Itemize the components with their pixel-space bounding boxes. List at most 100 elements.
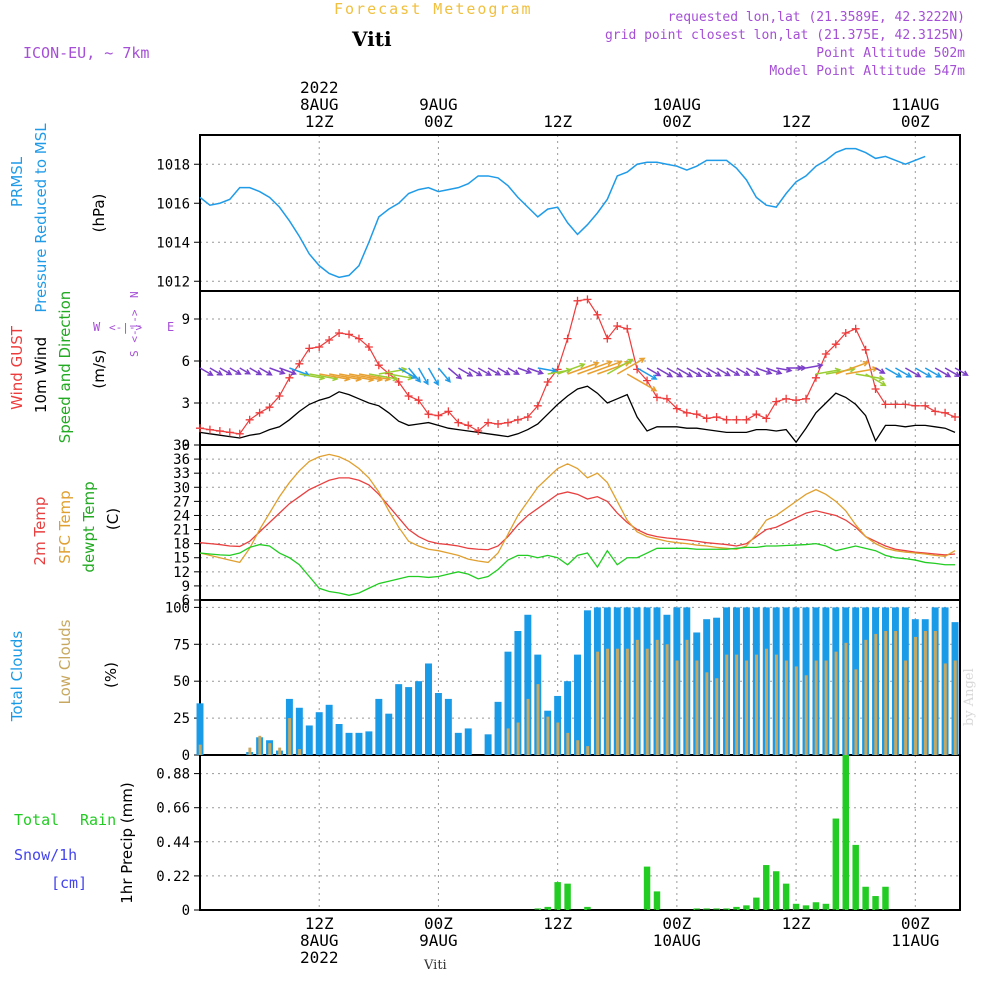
wind-arrow xyxy=(417,367,429,386)
low-cloud-bar xyxy=(715,678,719,755)
wind-arrow xyxy=(199,367,214,376)
gust-point xyxy=(782,394,791,403)
total-cloud-bar xyxy=(355,732,363,755)
low-cloud-bar xyxy=(645,648,649,755)
gust-point xyxy=(285,373,294,382)
gust-point xyxy=(345,330,354,339)
gust-markers xyxy=(196,295,960,438)
wind-arrow xyxy=(437,367,451,383)
wind-arrow xyxy=(865,373,887,387)
wind-arrow xyxy=(517,367,533,375)
ytick-label: 25 xyxy=(173,711,190,727)
label-percent: (%) xyxy=(102,662,120,688)
low-cloud-bar xyxy=(635,639,639,755)
gust-point xyxy=(762,414,771,423)
gust-point xyxy=(354,334,363,343)
gust-point xyxy=(623,324,632,333)
low-cloud-bar xyxy=(923,631,927,755)
gust-point xyxy=(225,428,234,437)
total-cloud-bar xyxy=(464,728,472,755)
wind-arrow xyxy=(626,373,658,392)
low-cloud-bar xyxy=(596,651,600,755)
wind-arrow xyxy=(696,367,713,377)
total-cloud-bar xyxy=(444,698,452,755)
label-prmsl: PRMSL xyxy=(8,156,26,207)
gust-point xyxy=(851,324,860,333)
pressure-line xyxy=(199,147,926,279)
rain-bar xyxy=(862,886,869,910)
gust-point xyxy=(414,396,423,405)
wind-arrow xyxy=(756,367,773,375)
low-cloud-bar xyxy=(586,746,590,755)
wind-arrow xyxy=(487,367,502,376)
low-cloud-bar xyxy=(943,663,947,755)
rain-bar xyxy=(584,906,591,910)
wind-arrow xyxy=(537,367,558,374)
panel-pressure: 1012 1014 1016 1018 xyxy=(156,134,961,292)
rain-bar xyxy=(544,906,551,910)
cloud-bars xyxy=(196,607,959,755)
time-label-bottom: 8AUG xyxy=(300,931,339,950)
wind-arrow xyxy=(904,367,922,378)
wind-arrow xyxy=(676,367,694,378)
low-cloud-bar xyxy=(526,698,530,755)
gust-point xyxy=(275,392,284,400)
ytick-label: 100 xyxy=(165,600,190,616)
low-cloud-bar xyxy=(735,654,739,755)
gust-point xyxy=(662,394,671,403)
total-cloud-bar xyxy=(365,731,373,755)
low-cloud-bar xyxy=(516,722,520,755)
ytick-label: 33 xyxy=(173,466,190,482)
gridpoint-coords: grid point closest lon,lat (21.375E, 42.… xyxy=(604,28,965,43)
time-label-top: 2022 xyxy=(300,78,339,97)
compass-s: S xyxy=(128,350,141,357)
label-gust: Wind GUST xyxy=(8,325,26,410)
total-cloud-bar xyxy=(315,712,323,755)
gust-point xyxy=(513,415,522,424)
model-altitude: Model Point Altitude 547m xyxy=(769,64,965,79)
low-cloud-bar xyxy=(566,732,570,755)
total-cloud-bar xyxy=(196,703,204,755)
low-cloud-bar xyxy=(625,648,629,755)
low-cloud-bar xyxy=(745,660,749,755)
wind-arrow xyxy=(944,367,961,377)
wind-arrow xyxy=(249,367,263,376)
wind-arrow xyxy=(606,358,634,375)
gust-point xyxy=(305,344,314,353)
label-c: (C) xyxy=(104,508,122,530)
ytick-label: 15 xyxy=(173,551,190,567)
low-cloud-bar xyxy=(655,639,659,755)
wind-arrow xyxy=(279,367,298,376)
legend-total: Total xyxy=(14,811,59,829)
low-cloud-bar xyxy=(755,654,759,755)
ytick-label: 1018 xyxy=(156,157,190,173)
compass-w: W xyxy=(93,320,101,334)
wind-arrow xyxy=(746,367,761,376)
low-cloud-bar xyxy=(933,631,937,755)
gust-point xyxy=(911,401,920,410)
footer-station: Viti xyxy=(424,958,447,973)
wind-arrow xyxy=(885,367,903,378)
ytick-label: 0.66 xyxy=(156,801,190,817)
gust-point xyxy=(484,418,493,427)
wind-arrow xyxy=(239,367,252,375)
time-label-top: 8AUG xyxy=(300,95,339,114)
gust-point xyxy=(464,421,473,430)
total-cloud-bar xyxy=(385,713,393,755)
low-cloud-bar xyxy=(576,740,580,755)
ytick-label: 18 xyxy=(173,537,190,553)
time-label-top: 00Z xyxy=(424,112,453,131)
gust-point xyxy=(871,385,880,393)
point-altitude: Point Altitude 502m xyxy=(816,46,965,61)
rain-bar xyxy=(713,908,720,910)
time-label-top: 12Z xyxy=(305,112,334,131)
time-label-bottom: 00Z xyxy=(662,914,691,933)
rain-bar xyxy=(564,883,571,910)
gust-point xyxy=(434,411,443,420)
gust-point xyxy=(523,413,532,421)
compass-n: N xyxy=(128,291,141,298)
temp-sfc-line xyxy=(199,453,956,564)
total-cloud-bar xyxy=(335,724,343,755)
low-cloud-bar xyxy=(248,747,252,755)
